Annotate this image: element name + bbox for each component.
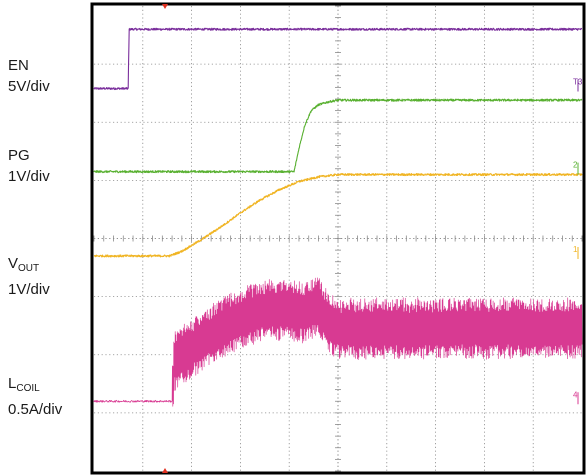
label-pg-scale: 1V/div (8, 168, 50, 185)
trace-en (93, 27, 583, 91)
trigger-marker-top (162, 4, 168, 9)
trace-lcoil (93, 277, 583, 407)
label-pg: PG 1V/div (8, 145, 50, 187)
label-lcoil-sub: COIL (16, 383, 40, 394)
trace-vout (93, 172, 583, 258)
traces (93, 27, 583, 407)
label-vout-sub: OUT (18, 263, 40, 274)
marker-vout: 1 (573, 245, 578, 254)
label-en-scale: 5V/div (8, 78, 50, 95)
label-lcoil: LCOIL 0.5A/div (8, 373, 62, 420)
label-lcoil-name: L (8, 375, 17, 392)
marker-pg: 2 (573, 161, 578, 170)
label-lcoil-scale: 0.5A/div (8, 401, 63, 418)
channel-markers: T3214 (573, 78, 583, 405)
label-en: EN 5V/div (8, 55, 50, 97)
label-vout-scale: 1V/div (8, 281, 50, 298)
trace-pg (93, 98, 583, 174)
trigger-marker-bottom (162, 468, 168, 473)
label-vout: VOUT 1V/div (8, 253, 50, 300)
marker-lcoil: 4 (573, 390, 578, 399)
label-pg-name: PG (8, 147, 30, 164)
trigger-markers (162, 4, 168, 473)
label-en-name: EN (8, 57, 29, 74)
label-vout-name: V (8, 255, 19, 272)
